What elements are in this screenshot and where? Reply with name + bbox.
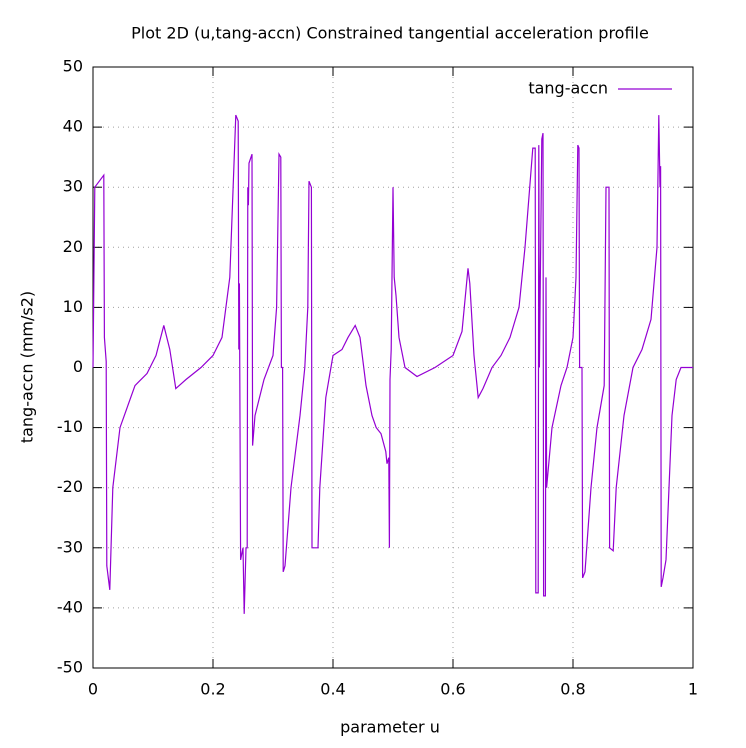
legend-label: tang-accn (528, 79, 608, 98)
x-tick-label: 0.2 (200, 680, 225, 699)
y-axis-label: tang-accn (mm/s2) (18, 291, 37, 443)
y-tick-label: 0 (73, 357, 83, 376)
x-tick-label: 0.8 (560, 680, 585, 699)
y-tick-label: 40 (63, 117, 83, 136)
x-tick-label: 0 (88, 680, 98, 699)
y-tick-label: 10 (63, 297, 83, 316)
x-axis-label: parameter u (340, 718, 440, 737)
x-tick-label: 0.4 (320, 680, 345, 699)
y-tick-label: -10 (57, 417, 83, 436)
y-tick-label: 30 (63, 177, 83, 196)
y-tick-label: -20 (57, 477, 83, 496)
y-tick-label: 50 (63, 57, 83, 76)
y-tick-label: -30 (57, 537, 83, 556)
chart-title: Plot 2D (u,tang-accn) Constrained tangen… (131, 24, 649, 43)
y-tick-label: -40 (57, 597, 83, 616)
x-tick-label: 0.6 (440, 680, 465, 699)
y-tick-label: -50 (57, 658, 83, 677)
y-tick-label: 20 (63, 237, 83, 256)
plot: -50 -40 -30 -20 -10 0 10 20 30 40 50 0 0.2 0.4 0.6 0.8 1… (57, 57, 698, 699)
x-tick-label: 1 (688, 680, 698, 699)
data-line (92, 114, 693, 614)
